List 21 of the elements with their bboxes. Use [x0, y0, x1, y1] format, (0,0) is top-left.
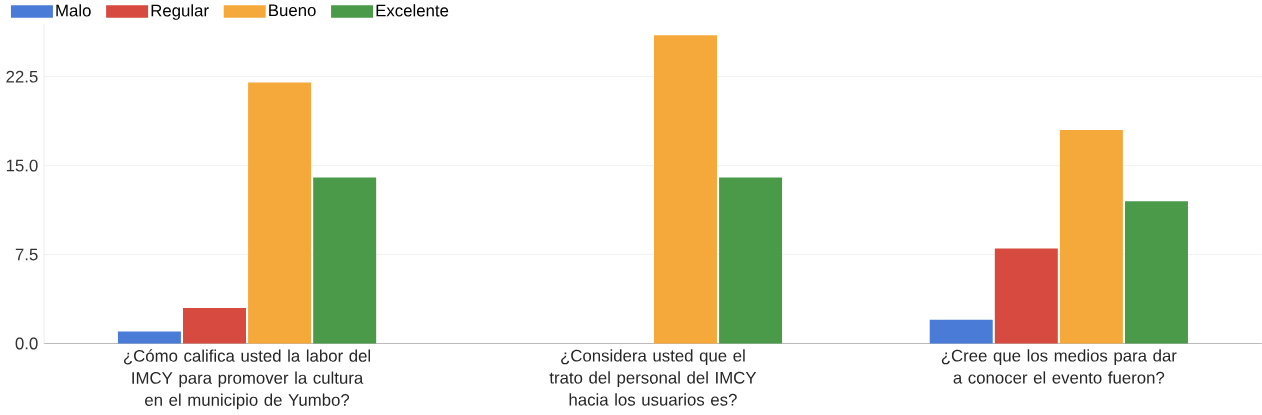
bar [1124, 201, 1188, 344]
y-tick-label: 22.5 [6, 70, 38, 83]
x-tick-label: ¿Cree que los medios para dar a conocer el evento fueron? [941, 349, 1177, 384]
bar [1059, 130, 1123, 344]
bar [719, 177, 783, 344]
bar [654, 35, 717, 344]
legend-label: Bueno [269, 4, 316, 17]
bar [929, 319, 993, 344]
bar [117, 331, 181, 344]
x-tick-label: ¿Cómo califica usted la labor del IMCY para promover la cultura en el municipio de Yumbo? [123, 349, 371, 410]
x-tick-label: ¿Considera usted que el trato del personal del IMCY hacia los usuarios es? [549, 349, 757, 406]
y-tick-label: 15.0 [6, 159, 38, 172]
y-tick-label: 7.5 [15, 248, 38, 261]
y-tick-label: 0.0 [15, 337, 38, 350]
legend-label: Excelente [376, 4, 449, 17]
bar [994, 248, 1058, 344]
legend-label: Regular [151, 4, 209, 20]
legend-label: Malo [56, 4, 91, 17]
bar [248, 82, 312, 344]
bar [313, 177, 377, 344]
bar [183, 307, 246, 344]
